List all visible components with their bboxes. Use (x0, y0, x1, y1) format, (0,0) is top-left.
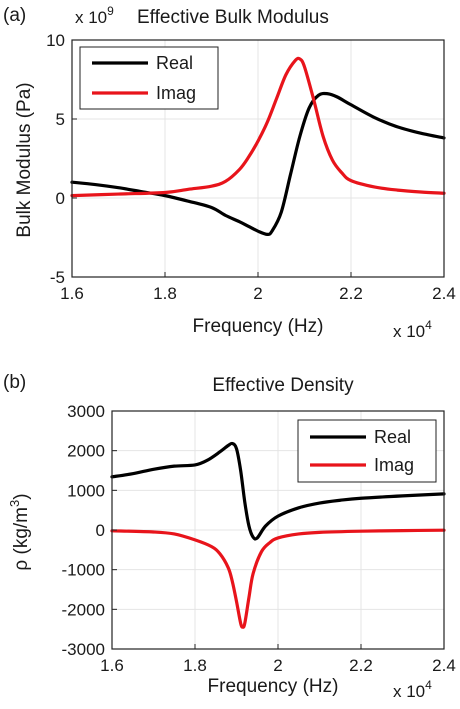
panel-b-plot: 1.6 1.8 2 2.2 2.4 -3000 -2000 -1000 0 1000 2000 300… (62, 402, 456, 675)
x-tick-label: 2 (253, 284, 262, 303)
panel-a-xlabel: Frequency (Hz) (193, 316, 324, 337)
panel-b-ticks: 1.6 1.8 2 2.2 2.4 -3000 -2000 -1000 0 1000 2000 300… (62, 402, 456, 675)
panel-a-ticks: 1.6 1.8 2 2.2 2.4 -5 0 5 10 (46, 31, 456, 303)
y-tick-label: 2000 (67, 442, 105, 461)
panel-b-x-multiplier: x 104 (393, 678, 432, 701)
y-tick-label: -5 (50, 268, 65, 287)
panel-b-series (110, 441, 446, 629)
panel-b-legend-box (297, 419, 437, 483)
x-tick-label: 1.6 (60, 284, 84, 303)
panel-b-legend: Real Imag (297, 419, 437, 483)
y-tick-label: 5 (56, 110, 65, 129)
series-line-real (110, 441, 446, 541)
x-tick-label: 1.8 (153, 284, 177, 303)
y-tick-label: -3000 (62, 640, 105, 659)
y-tick-label: -1000 (62, 561, 105, 580)
panel-b-legend-label-imag: Imag (374, 455, 414, 475)
series-line-real (70, 91, 446, 236)
panel-a-legend: Real Imag (79, 46, 219, 110)
panel-a-series (70, 56, 446, 236)
y-tick-label: 1000 (67, 481, 105, 500)
panel-a-legend-box (79, 46, 219, 110)
y-tick-label: -2000 (62, 600, 105, 619)
series-line-imag (110, 528, 446, 629)
panel-a-title: Effective Bulk Modulus (137, 7, 329, 28)
x-tick-label: 2.2 (349, 656, 373, 675)
panel-a-legend-label-imag: Imag (156, 83, 196, 103)
panel-a-label: (a) (3, 5, 26, 26)
panel-a-ylabel: Bulk Modulus (Pa) (14, 82, 35, 237)
x-tick-label: 1.8 (183, 656, 207, 675)
x-tick-label: 2.4 (432, 656, 456, 675)
panel-a-plot: 1.6 1.8 2 2.2 2.4 -5 0 5 10 Real Imag (46, 31, 456, 303)
panel-a-y-multiplier: x 109 (75, 4, 114, 27)
y-tick-label: 3000 (67, 402, 105, 421)
y-tick-label: 0 (56, 189, 65, 208)
x-tick-label: 1.6 (100, 656, 124, 675)
panel-a-legend-label-real: Real (156, 53, 193, 73)
series-line-imag (70, 56, 446, 198)
y-tick-label: 0 (96, 521, 105, 540)
panel-b-xlabel: Frequency (Hz) (208, 676, 339, 697)
panel-b-ylabel: ρ (kg/m3) (7, 493, 32, 570)
panel-b-label: (b) (3, 372, 26, 393)
y-tick-label: 10 (46, 31, 65, 50)
x-tick-label: 2 (273, 656, 282, 675)
panel-a-x-multiplier: x 104 (393, 318, 432, 341)
x-tick-label: 2.4 (432, 284, 456, 303)
x-tick-label: 2.2 (339, 284, 363, 303)
panel-b-legend-label-real: Real (374, 427, 411, 447)
panel-b-title: Effective Density (212, 375, 354, 396)
